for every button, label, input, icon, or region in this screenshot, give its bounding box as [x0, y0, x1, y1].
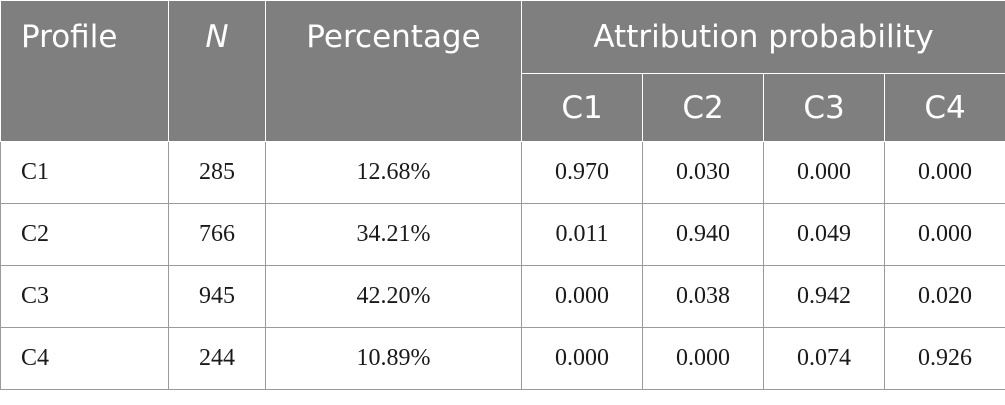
- table-row: C2 766 34.21% 0.011 0.940 0.049 0.000: [0, 203, 1005, 266]
- cell-prob-c1: 0.970: [521, 141, 643, 204]
- header-profile: Profile: [0, 0, 169, 142]
- cell-prob-c1: 0.000: [521, 327, 643, 390]
- table-row: C4 244 10.89% 0.000 0.000 0.074 0.926: [0, 327, 1005, 390]
- subheader-c1: C1: [521, 73, 643, 142]
- subheader-c2: C2: [642, 73, 764, 142]
- cell-prob-c3: 0.049: [763, 203, 885, 266]
- cell-profile: C2: [0, 203, 169, 266]
- cell-percentage: 42.20%: [265, 265, 522, 328]
- cell-prob-c2: 0.030: [642, 141, 764, 204]
- cell-profile: C4: [0, 327, 169, 390]
- cell-prob-c4: 0.000: [883, 203, 1005, 266]
- header-percentage: Percentage: [265, 0, 522, 142]
- cell-n: 945: [168, 265, 266, 328]
- cell-prob-c4: 0.000: [883, 141, 1005, 204]
- cell-prob-c3: 0.000: [763, 141, 885, 204]
- header-n: N: [168, 0, 266, 142]
- cell-profile: C3: [0, 265, 169, 328]
- cell-prob-c3: 0.074: [763, 327, 885, 390]
- table-row: C1 285 12.68% 0.970 0.030 0.000 0.000: [0, 141, 1005, 204]
- subheader-c3: C3: [763, 73, 885, 142]
- cell-prob-c2: 0.038: [642, 265, 764, 328]
- cell-percentage: 10.89%: [265, 327, 522, 390]
- cell-prob-c1: 0.000: [521, 265, 643, 328]
- header-row: Profile N Percentage Attribution probabi…: [0, 0, 1005, 142]
- subheader-c4: C4: [883, 73, 1005, 142]
- header-attribution-probability: Attribution probability: [520, 0, 1005, 74]
- cell-percentage: 34.21%: [265, 203, 522, 266]
- cell-prob-c2: 0.000: [642, 327, 764, 390]
- table-row: C3 945 42.20% 0.000 0.038 0.942 0.020: [0, 265, 1005, 328]
- cell-prob-c3: 0.942: [763, 265, 885, 328]
- table-header: Profile N Percentage Attribution probabi…: [0, 0, 1005, 142]
- cell-prob-c4: 0.020: [883, 265, 1005, 328]
- cell-n: 244: [168, 327, 266, 390]
- table-body: C1 285 12.68% 0.970 0.030 0.000 0.000 C2…: [0, 141, 1005, 390]
- subheader-row: C1 C2 C3 C4: [1, 73, 1005, 142]
- cell-prob-c1: 0.011: [521, 203, 643, 266]
- cell-profile: C1: [0, 141, 169, 204]
- cell-prob-c4: 0.926: [883, 327, 1005, 390]
- cell-percentage: 12.68%: [265, 141, 522, 204]
- cell-n: 285: [168, 141, 266, 204]
- cell-prob-c2: 0.940: [642, 203, 764, 266]
- data-table: Profile N Percentage Attribution probabi…: [0, 0, 1005, 390]
- cell-n: 766: [168, 203, 266, 266]
